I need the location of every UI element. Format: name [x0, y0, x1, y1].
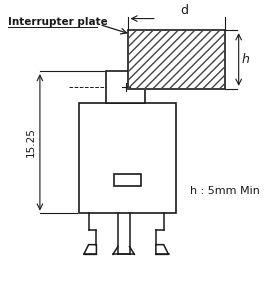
Bar [128, 30, 225, 89]
Text: h : 5mm Min: h : 5mm Min [190, 186, 260, 196]
Bar [128, 30, 225, 89]
Bar [106, 71, 145, 103]
Text: d: d [180, 4, 188, 17]
Bar [79, 103, 176, 213]
Bar [114, 174, 141, 186]
Text: Interrupter plate: Interrupter plate [8, 17, 108, 27]
Text: 15.25: 15.25 [26, 127, 36, 157]
Text: h: h [242, 53, 249, 66]
